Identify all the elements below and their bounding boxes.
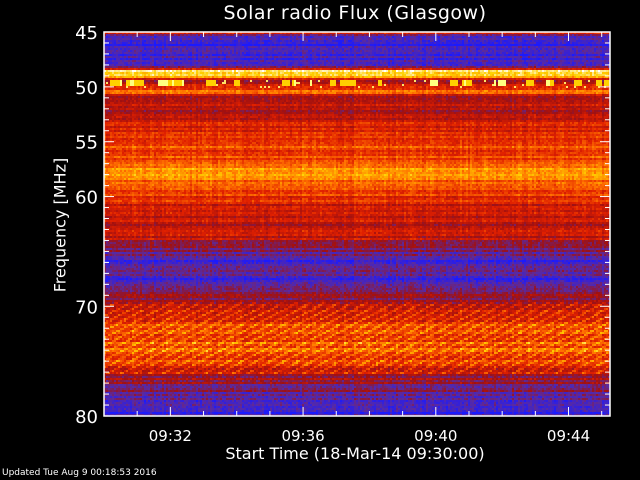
- updated-timestamp: Updated Tue Aug 9 00:18:53 2016: [2, 468, 157, 478]
- x-tick-label: 09:32: [149, 427, 192, 445]
- spectrogram-heatmap: [104, 32, 610, 416]
- y-axis-label: Frequency [MHz]: [50, 157, 70, 293]
- chart-title: Solar radio Flux (Glasgow): [223, 2, 487, 24]
- y-tick-label: 80: [75, 407, 98, 428]
- plot-frame: [103, 31, 611, 417]
- y-tick-label: 55: [75, 133, 98, 154]
- x-axis-label: Start Time (18-Mar-14 09:30:00): [225, 444, 485, 463]
- x-tick-label: 09:36: [281, 427, 324, 445]
- x-tick-label: 09:44: [547, 427, 590, 445]
- y-tick-label: 70: [75, 297, 98, 318]
- x-tick-label: 09:40: [414, 427, 457, 445]
- y-tick-label: 50: [75, 78, 98, 99]
- y-tick-label: 60: [75, 188, 98, 209]
- y-tick-label: 45: [75, 23, 98, 44]
